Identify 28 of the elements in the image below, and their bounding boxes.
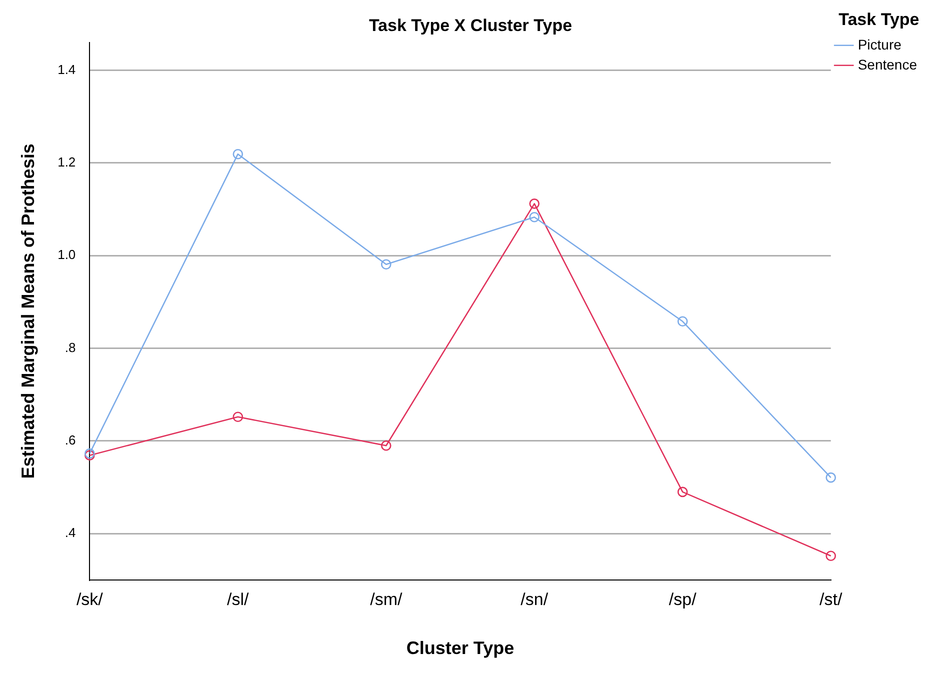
legend-label: Sentence [858, 56, 918, 72]
point [826, 472, 836, 483]
point [232, 412, 244, 422]
y-tick-label: .6 [64, 432, 76, 448]
x-tick-label: /sp/ [668, 590, 697, 609]
point [826, 550, 836, 562]
y-tick-label: 1.0 [58, 247, 76, 262]
x-tick-label: /sk/ [76, 590, 104, 609]
point [380, 440, 392, 451]
point [677, 316, 688, 327]
chart-title: Task Type X Cluster Type [368, 16, 572, 35]
y-tick-label: 1.4 [58, 62, 76, 77]
x-tick-label: /sl/ [227, 590, 250, 609]
point [380, 259, 392, 270]
x-tick-label: /sm/ [370, 590, 402, 609]
legend-title: Task Type [838, 10, 920, 30]
point [529, 212, 540, 222]
point [232, 148, 244, 160]
y-tick-label: .4 [64, 525, 76, 540]
x-axis-title: Cluster Type [406, 638, 514, 658]
point [677, 486, 688, 498]
x-tick-label: /sn/ [520, 590, 548, 609]
y-tick-label: .8 [64, 340, 76, 355]
point [529, 198, 540, 209]
y-axis-title: Estimated Marginal Means of Prothesis [18, 144, 38, 479]
y-tick-label: 1.2 [58, 154, 76, 170]
x-tick-label: /st/ [820, 590, 842, 609]
legend-label: Picture [858, 36, 902, 52]
